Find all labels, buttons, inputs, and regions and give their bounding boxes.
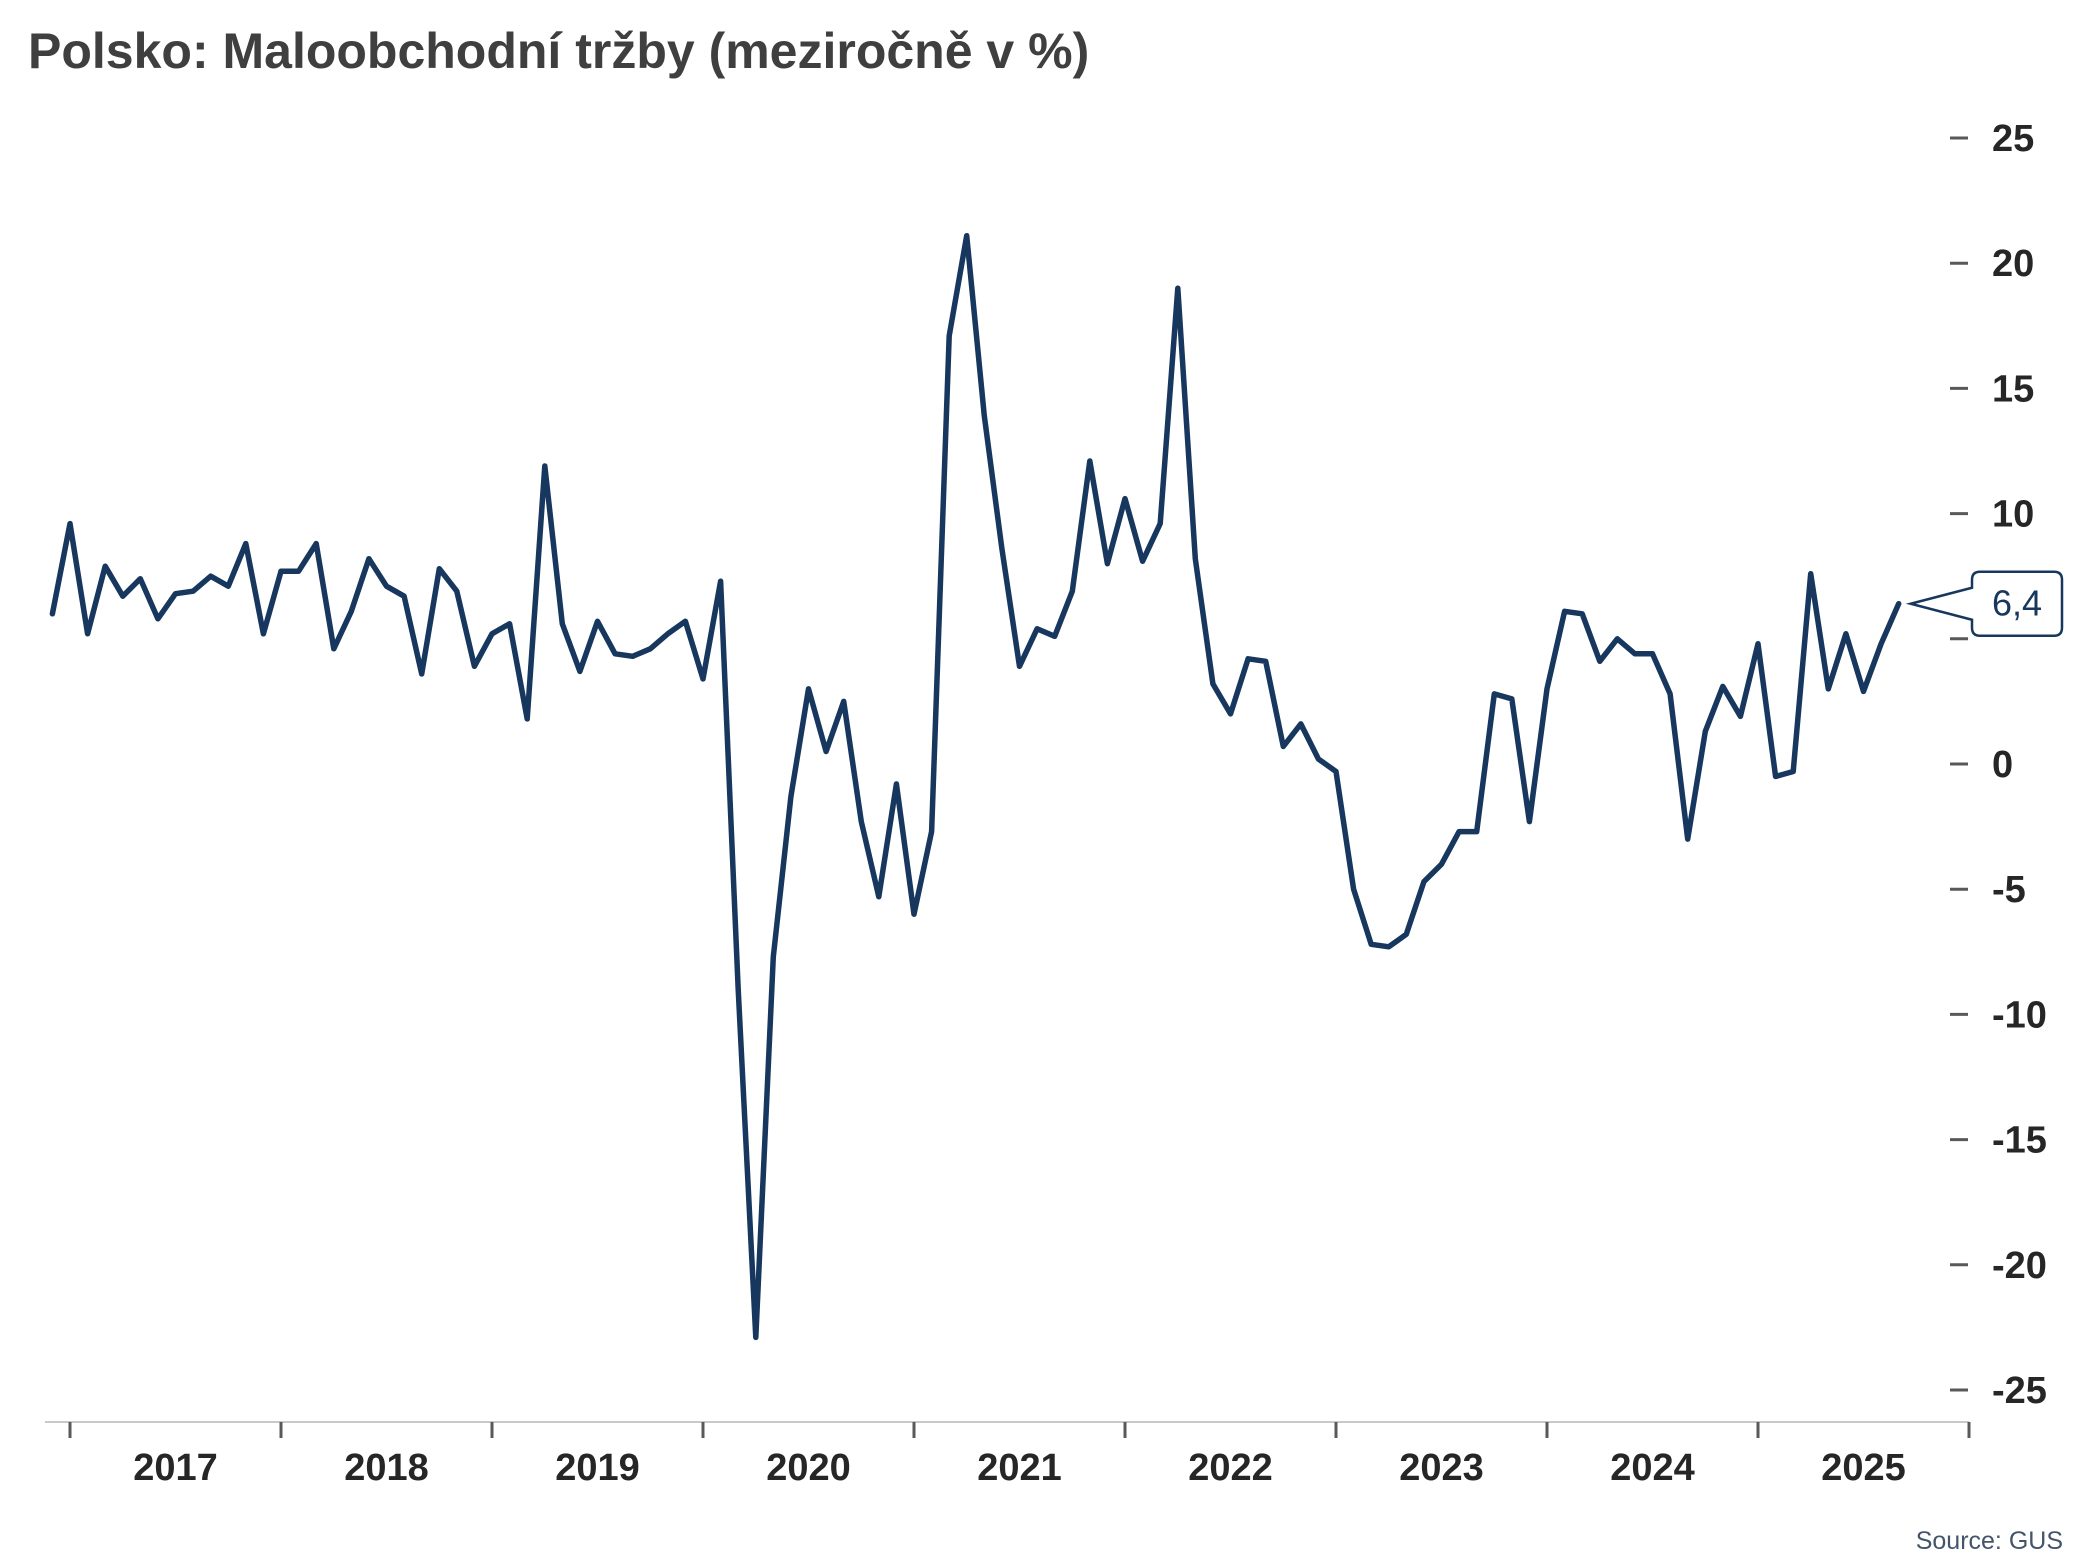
- x-axis-year-label: 2024: [1610, 1447, 1695, 1489]
- source-label: Source: GUS: [1915, 1527, 2063, 1555]
- y-axis-tick-label: 0: [1992, 744, 2013, 786]
- y-axis-tick-label: -10: [1992, 994, 2047, 1036]
- x-axis-year-label: 2019: [555, 1447, 640, 1489]
- y-axis-tick-label: 15: [1992, 368, 2034, 410]
- y-axis-tick-label: 25: [1992, 118, 2034, 160]
- last-value-callout: [1905, 570, 2064, 637]
- x-axis-year-label: 2021: [977, 1447, 1062, 1489]
- x-axis-year-label: 2018: [344, 1447, 429, 1489]
- x-axis-year-label: 2017: [133, 1447, 218, 1489]
- retail-sales-line: [49, 232, 1902, 1341]
- x-axis-year-label: 2023: [1399, 1447, 1484, 1489]
- y-axis-tick-label: -5: [1992, 869, 2026, 911]
- x-axis-year-label: 2025: [1821, 1447, 1906, 1489]
- last-value-label: 6,4: [1992, 583, 2042, 624]
- x-axis-year-label: 2020: [766, 1447, 851, 1489]
- y-axis-tick-label: 20: [1992, 243, 2034, 285]
- y-axis-tick-label: 10: [1992, 494, 2034, 536]
- y-axis-tick-label: -25: [1992, 1370, 2047, 1412]
- x-axis-year-label: 2022: [1188, 1447, 1273, 1489]
- page-title: Polsko: Maloobchodní tržby (meziročně v …: [28, 23, 1090, 79]
- y-axis-tick-label: -15: [1992, 1120, 2047, 1162]
- y-axis-tick-label: -20: [1992, 1245, 2047, 1287]
